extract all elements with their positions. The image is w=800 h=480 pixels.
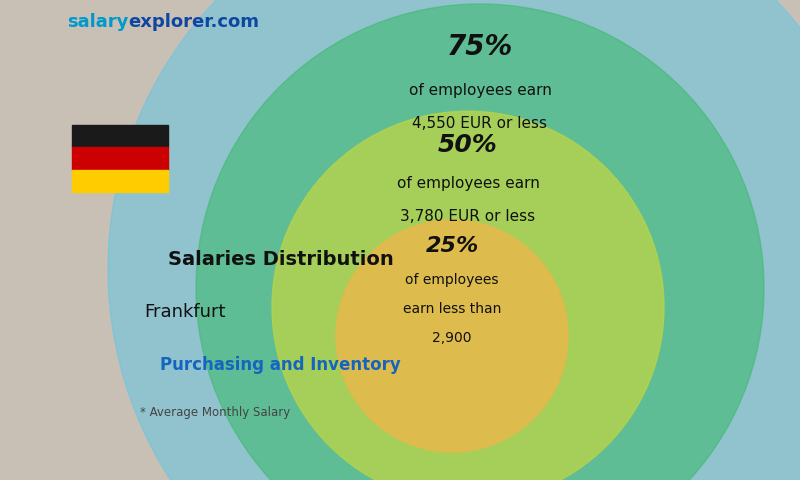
Ellipse shape: [336, 220, 568, 452]
Text: 3,780 EUR or less: 3,780 EUR or less: [401, 209, 535, 224]
Text: of employees: of employees: [406, 273, 498, 287]
Text: earn less than: earn less than: [403, 302, 501, 316]
Bar: [72, 147, 168, 169]
Text: of employees earn: of employees earn: [397, 176, 539, 191]
Text: of employees earn: of employees earn: [409, 83, 551, 98]
Text: explorer.com: explorer.com: [128, 12, 259, 31]
Text: 75%: 75%: [447, 33, 513, 61]
Text: * Average Monthly Salary: * Average Monthly Salary: [140, 406, 290, 420]
Ellipse shape: [108, 0, 800, 480]
Text: Frankfurt: Frankfurt: [144, 303, 226, 321]
Ellipse shape: [272, 111, 664, 480]
Ellipse shape: [196, 4, 764, 480]
Text: 50%: 50%: [438, 133, 498, 157]
Bar: [72, 125, 168, 147]
Text: 4,550 EUR or less: 4,550 EUR or less: [413, 117, 547, 132]
Text: Salaries Distribution: Salaries Distribution: [168, 250, 394, 269]
Text: 2,900: 2,900: [432, 331, 472, 345]
Text: salary: salary: [66, 12, 128, 31]
Text: 25%: 25%: [426, 237, 478, 256]
Text: Purchasing and Inventory: Purchasing and Inventory: [160, 356, 401, 374]
Bar: [72, 169, 168, 192]
